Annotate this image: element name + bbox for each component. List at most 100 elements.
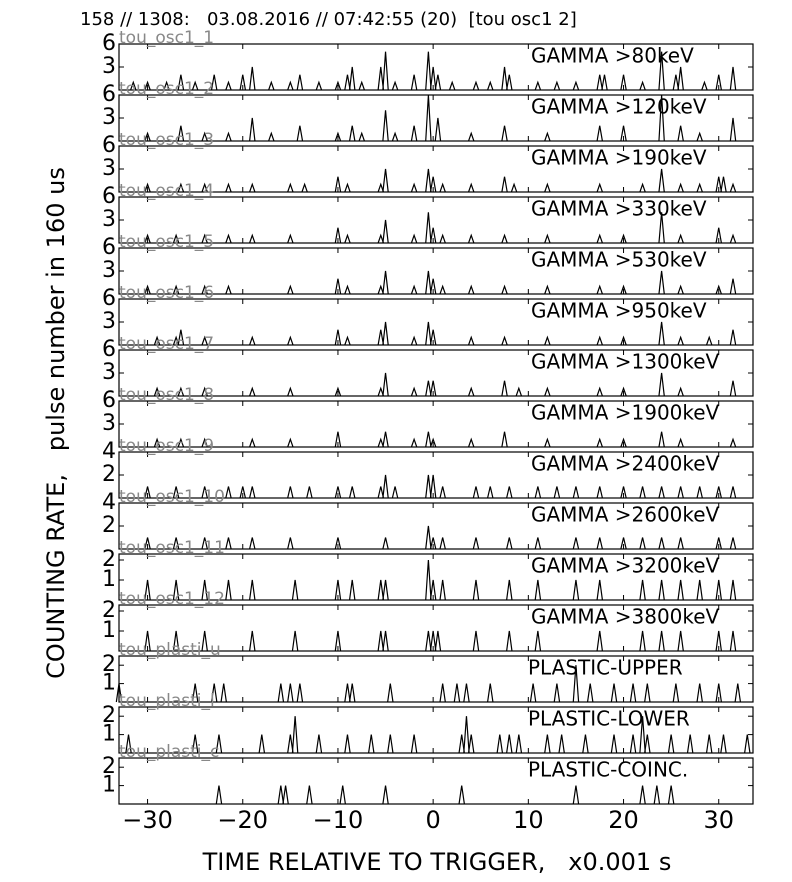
x-tick-label: −30: [122, 806, 173, 834]
spike: [487, 80, 494, 91]
spike: [558, 734, 565, 754]
spike: [506, 734, 513, 754]
spike: [144, 579, 151, 601]
spike: [429, 579, 437, 601]
spike: [177, 437, 185, 448]
spike: [144, 182, 151, 193]
x-tick-label: 10: [513, 806, 544, 834]
spike: [620, 386, 627, 397]
chart-title: 158 // 1308: 03.08.2016 // 07:42:55 (20)…: [80, 9, 577, 30]
spike: [701, 80, 708, 91]
spike: [696, 683, 703, 703]
spike: [425, 431, 432, 448]
spike: [144, 233, 151, 244]
spike: [715, 486, 722, 499]
y-tick-label: 3: [102, 360, 116, 385]
spike: [677, 233, 684, 244]
y-tick-label: 1: [102, 773, 116, 798]
spike: [734, 683, 742, 703]
spike: [215, 785, 223, 805]
panel-label: GAMMA >950keV: [531, 299, 707, 323]
spike: [644, 683, 651, 703]
spike: [629, 683, 637, 703]
panel-label: GAMMA >1900keV: [531, 401, 720, 425]
spike: [715, 537, 722, 550]
spike: [439, 683, 446, 703]
spike: [458, 734, 465, 754]
spike: [596, 537, 603, 550]
spike: [215, 734, 223, 754]
spike: [382, 537, 389, 550]
spike: [715, 227, 722, 244]
spike: [696, 182, 703, 193]
spike: [201, 131, 208, 142]
spike: [315, 734, 323, 754]
spike: [130, 80, 137, 91]
spike: [201, 233, 208, 244]
spike: [544, 335, 551, 346]
spike: [287, 437, 294, 448]
spike: [715, 176, 722, 193]
spike: [287, 734, 294, 754]
spike: [572, 80, 580, 91]
y-tick-label: 6: [102, 388, 116, 413]
spike: [277, 785, 285, 805]
spike: [249, 486, 256, 499]
spike: [410, 284, 418, 295]
spike: [501, 176, 508, 193]
spike: [410, 734, 418, 754]
spike: [287, 386, 294, 397]
spike: [429, 437, 437, 448]
spike: [201, 182, 208, 193]
spike: [201, 630, 208, 652]
spike: [586, 683, 594, 703]
spike: [729, 329, 737, 346]
panel-label: GAMMA >330keV: [531, 197, 707, 221]
spike: [572, 665, 580, 703]
spike: [472, 579, 480, 601]
panel-frame: [118, 553, 754, 601]
spike: [501, 431, 508, 448]
x-tick-label: 0: [426, 806, 441, 834]
spike: [144, 537, 151, 550]
spike: [429, 227, 437, 244]
spike: [377, 630, 385, 652]
spike: [429, 630, 437, 652]
spike: [705, 734, 713, 754]
spike: [582, 734, 589, 754]
spike: [729, 630, 737, 652]
y-tick-label: 1: [102, 618, 116, 643]
spike: [620, 486, 627, 499]
spike: [201, 437, 208, 448]
y-tick-label: 6: [102, 286, 116, 311]
spike: [596, 74, 603, 91]
spike: [348, 125, 356, 142]
spike: [596, 233, 603, 244]
y-tick-label: 2: [102, 652, 116, 677]
spike: [344, 335, 351, 346]
series-name: tou_osc1_6: [119, 283, 214, 303]
spike: [391, 131, 399, 142]
series-name: tou_osc1_8: [119, 385, 214, 405]
series-name: tou_osc1_1: [119, 28, 214, 48]
spike: [177, 74, 185, 91]
spike: [653, 785, 661, 805]
panel-label: GAMMA >3800keV: [531, 605, 720, 629]
spike: [382, 431, 389, 448]
spike: [596, 284, 603, 295]
spike: [225, 182, 232, 193]
spike: [387, 683, 394, 703]
panel-frame: [118, 604, 754, 652]
spike: [472, 630, 480, 652]
spike: [410, 74, 418, 91]
spike: [667, 734, 675, 754]
spike: [291, 716, 299, 754]
y-tick-label: 1: [102, 671, 116, 696]
spike: [729, 579, 737, 601]
y-tick-label: 2: [102, 703, 116, 728]
spike: [249, 335, 256, 346]
spike: [144, 80, 151, 91]
spike: [377, 329, 385, 346]
spike: [172, 579, 180, 601]
spike: [153, 335, 161, 346]
